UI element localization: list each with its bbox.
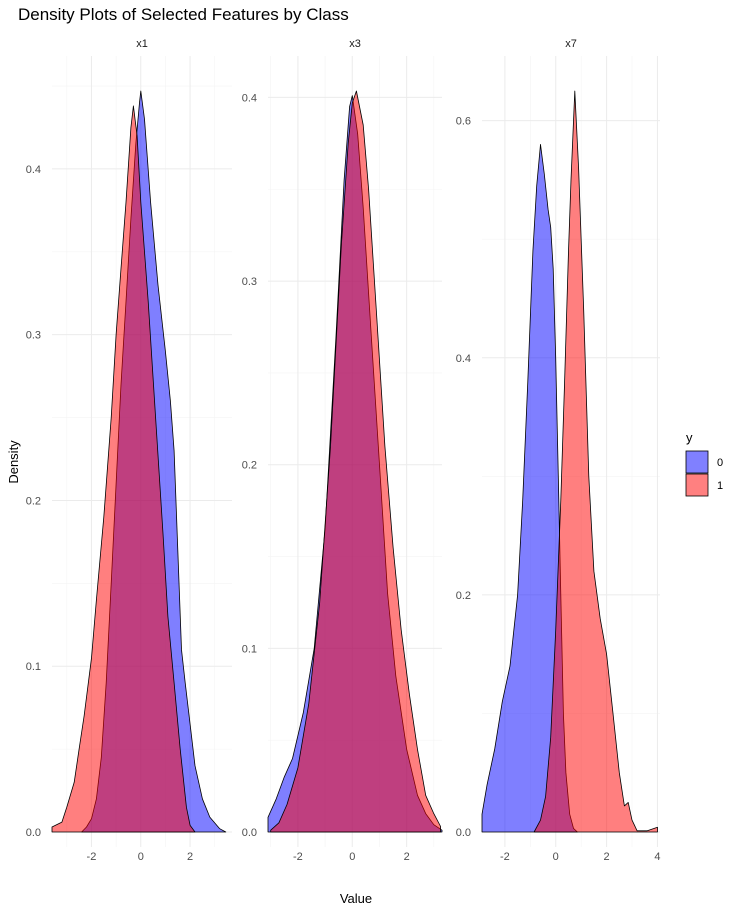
legend-label-0: 0 xyxy=(717,457,723,469)
y-tick-label: 0.6 xyxy=(456,116,471,128)
legend-swatch-1 xyxy=(685,473,709,497)
facet-panel-x1: x1 0.0 0.1 0.2 0.3 0.4 -2 0 2 xyxy=(26,38,232,863)
legend-label-1: 1 xyxy=(717,480,723,492)
y-tick-label: 0.2 xyxy=(26,495,41,507)
x-tick-label: 0 xyxy=(349,851,355,863)
facet-panels: x1 0.0 0.1 0.2 0.3 0.4 -2 0 2 x3 0.0 0.1 0.2 0.3 0.4 -2… xyxy=(26,38,661,863)
legend-title: y xyxy=(686,430,693,445)
x-tick-label: 2 xyxy=(187,851,193,863)
x-tick-label: -2 xyxy=(293,851,303,863)
density-area-class-1 xyxy=(533,90,658,833)
facet-strip-label: x1 xyxy=(136,38,148,50)
y-tick-label: 0.3 xyxy=(242,276,257,288)
x-tick-label: 0 xyxy=(138,851,144,863)
facet-strip-label: x3 xyxy=(349,38,361,50)
x-axis-title: Value xyxy=(340,891,372,906)
y-tick-label: 0.4 xyxy=(242,92,257,104)
facet-strip-label: x7 xyxy=(565,38,577,50)
y-tick-label: 0.0 xyxy=(242,827,257,839)
x-tick-label: -2 xyxy=(87,851,97,863)
y-tick-label: 0.0 xyxy=(456,827,471,839)
y-tick-label: 0.4 xyxy=(26,164,41,176)
x-tick-label: 2 xyxy=(604,851,610,863)
y-tick-label: 0.1 xyxy=(26,661,41,673)
density-area-class-1 xyxy=(51,105,196,833)
facet-panel-x3: x3 0.0 0.1 0.2 0.3 0.4 -2 0 2 xyxy=(242,38,443,863)
density-area-class-1 xyxy=(270,90,441,833)
y-tick-label: 0.1 xyxy=(242,643,257,655)
legend-swatch-0 xyxy=(685,450,709,474)
x-tick-label: 4 xyxy=(654,851,660,863)
facet-panel-x7: x7 0.0 0.2 0.4 0.6 -2 0 2 4 xyxy=(456,38,661,863)
x-tick-label: 2 xyxy=(404,851,410,863)
y-tick-label: 0.2 xyxy=(456,590,471,602)
x-tick-label: -2 xyxy=(500,851,510,863)
y-tick-label: 0.0 xyxy=(26,827,41,839)
y-axis-title: Density xyxy=(6,440,21,484)
y-tick-label: 0.2 xyxy=(242,460,257,472)
legend: y 0 1 xyxy=(685,430,723,497)
y-tick-label: 0.4 xyxy=(456,353,471,365)
y-tick-label: 0.3 xyxy=(26,330,41,342)
x-tick-label: 0 xyxy=(553,851,559,863)
chart-title: Density Plots of Selected Features by Cl… xyxy=(18,5,349,24)
